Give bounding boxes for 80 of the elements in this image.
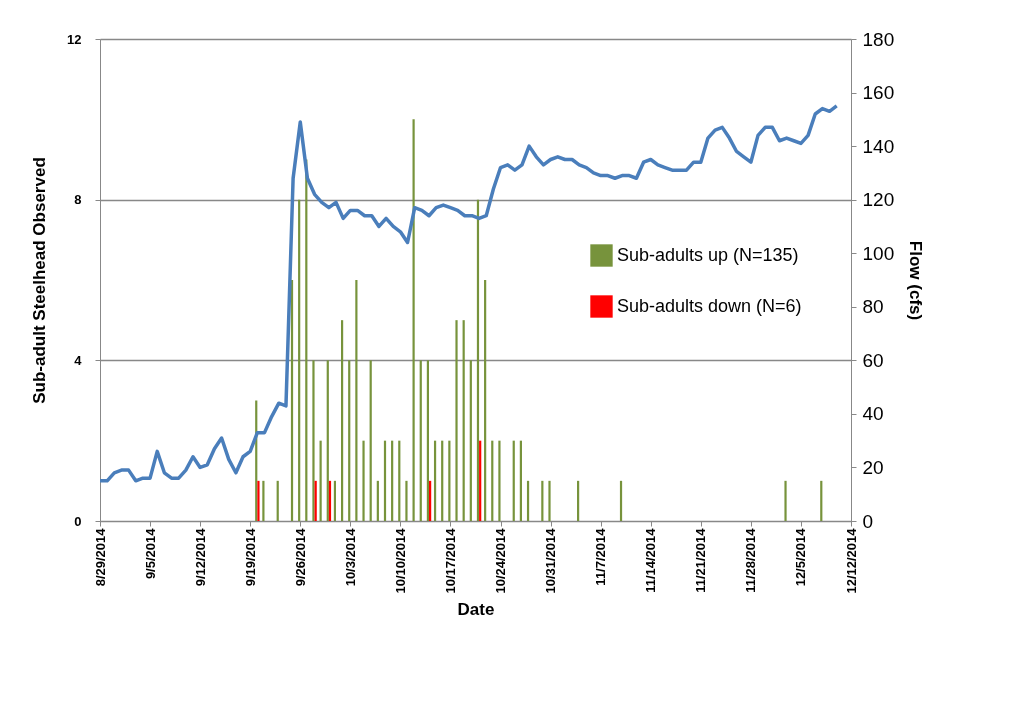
bar <box>362 440 365 521</box>
bar <box>376 480 379 521</box>
bar <box>519 440 522 521</box>
bar <box>455 320 458 521</box>
x-tick-label: 11/28/2014 <box>743 527 759 593</box>
x-tick-label: 9/12/2014 <box>192 527 208 587</box>
bar <box>441 440 444 521</box>
y2-tick-label: 80 <box>862 296 884 318</box>
bar <box>326 360 329 521</box>
bar <box>262 480 265 521</box>
bar <box>784 480 787 521</box>
y2-tick-label: 0 <box>862 510 874 532</box>
bar <box>619 480 623 521</box>
x-tick-label: 10/31/2014 <box>543 527 559 594</box>
bar <box>298 199 301 521</box>
y-tick-label: 4 <box>74 352 83 368</box>
y2-tick-label: 40 <box>862 403 884 425</box>
bar <box>820 480 823 521</box>
bar <box>526 480 530 521</box>
bar <box>391 440 394 521</box>
y2-tick-label: 100 <box>862 242 895 264</box>
bar <box>541 480 544 521</box>
x-tick-label: 10/24/2014 <box>493 527 509 594</box>
bar <box>348 360 351 521</box>
bar <box>314 480 317 521</box>
x-tick-label: 9/19/2014 <box>242 527 258 587</box>
bar <box>433 440 437 521</box>
y-tick-label: 8 <box>74 192 82 208</box>
y2-tick-label: 160 <box>862 82 895 104</box>
bar <box>276 480 279 521</box>
legend-label: Sub-adults up (N=135) <box>617 244 799 265</box>
y-tick-label: 12 <box>67 31 82 47</box>
bar <box>429 480 432 521</box>
bar <box>355 280 358 521</box>
y2-tick-label: 120 <box>862 189 895 211</box>
x-tick-label: 11/14/2014 <box>643 527 659 593</box>
x-tick-label: 8/29/2014 <box>92 527 108 587</box>
bar <box>577 480 580 521</box>
bar <box>333 480 337 521</box>
y2-axis-title: Flow (cfs) <box>906 240 926 321</box>
bar <box>405 480 408 521</box>
bar <box>448 440 451 521</box>
x-tick-label: 12/5/2014 <box>793 527 809 587</box>
x-tick-label: 9/26/2014 <box>292 527 308 587</box>
y-tick-label: 0 <box>74 513 82 529</box>
bar <box>512 440 515 521</box>
x-axis-title: Date <box>457 599 495 619</box>
bar <box>484 280 487 521</box>
bar <box>340 320 344 521</box>
bar <box>257 480 260 521</box>
x-tick-label: 11/7/2014 <box>593 527 609 586</box>
bar <box>476 199 480 521</box>
x-tick-label: 12/12/2014 <box>843 527 859 594</box>
y2-tick-label: 60 <box>862 349 884 371</box>
bar <box>491 440 494 521</box>
bar <box>319 440 322 521</box>
x-tick-label: 10/10/2014 <box>392 527 408 594</box>
bar <box>290 280 294 521</box>
x-tick-label: 10/17/2014 <box>442 527 458 594</box>
bar <box>426 360 430 521</box>
bar <box>498 440 501 521</box>
y2-tick-label: 140 <box>862 135 895 157</box>
bar <box>328 480 332 521</box>
bar <box>462 320 465 521</box>
legend-label: Sub-adults down (N=6) <box>617 295 802 316</box>
line-series <box>98 104 839 483</box>
bar <box>383 440 387 521</box>
bar <box>419 360 422 521</box>
bar <box>398 440 401 521</box>
x-tick-label: 11/21/2014 <box>693 527 709 593</box>
bar <box>548 480 551 521</box>
x-tick-label: 10/3/2014 <box>342 527 358 587</box>
y2-tick-label: 180 <box>862 28 895 50</box>
bar <box>369 360 372 521</box>
y-axis-title: Sub-adult Steelhead Observed <box>30 157 50 404</box>
x-tick-label: 9/5/2014 <box>142 527 158 580</box>
bar <box>469 360 472 521</box>
bar <box>479 440 482 521</box>
bar <box>312 360 315 521</box>
y2-tick-label: 20 <box>862 456 884 478</box>
